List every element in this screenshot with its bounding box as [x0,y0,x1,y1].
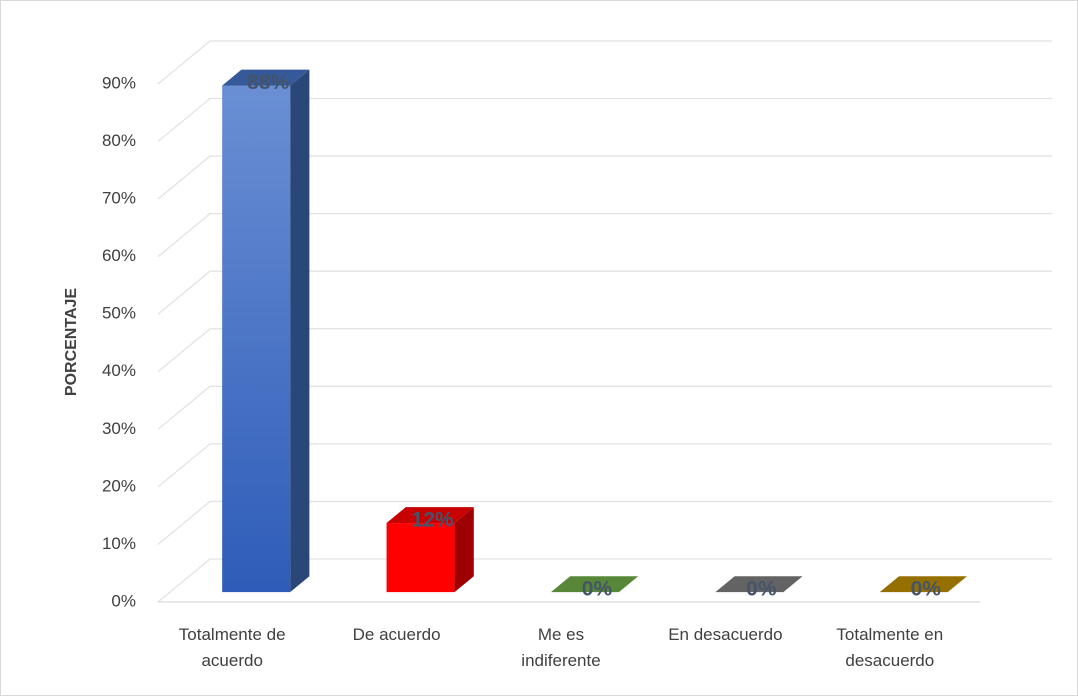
bar-top [386,507,474,524]
data-label: 0% [582,578,613,601]
y-tick-label: 40% [102,361,136,380]
grid-line [157,212,1052,258]
y-tick-label: 70% [102,189,136,208]
y-tick-label: 60% [102,246,136,265]
y-tick-label: 30% [102,419,136,438]
y-axis-label: PORCENTAJE [63,288,80,396]
x-tick-label: Me es indiferente [521,625,601,670]
data-label: 88% [247,71,289,94]
grid-line [157,443,1052,488]
x-tick-label: Totalmente de acuerdo [178,625,286,670]
bar [550,576,639,593]
x-tick-label: Totalmente en desacuerdo [836,625,944,670]
bar-top [222,69,310,86]
x-tick-label: De acuerdo [352,625,441,644]
grid-line [157,155,1052,200]
bar [879,576,967,593]
data-label: 12% [412,509,454,532]
bar-top [879,576,967,593]
grid-line [157,97,1052,143]
grid-line [157,328,1052,373]
grid-line [157,385,1052,430]
data-label: 0% [746,578,777,601]
bar-top [550,576,639,593]
bar-front [222,85,291,593]
grid-line [157,270,1052,315]
bar-top [715,576,803,593]
y-tick-label: 20% [102,476,136,495]
grid-line [157,40,1052,85]
bar [222,69,310,593]
y-tick-label: 10% [102,534,136,553]
bar-front [386,523,455,593]
bar-side [454,507,474,593]
bar-side [290,69,310,593]
x-tick-label: En desacuerdo [668,625,783,644]
y-tick-label: 90% [102,73,136,92]
y-tick-label: 50% [102,304,136,323]
grid-line [157,500,1052,545]
y-tick-label: 0% [111,591,136,610]
data-label: 0% [911,578,942,601]
grid-line [157,558,1052,603]
bar [715,576,803,593]
y-tick-label: 80% [102,131,136,150]
bar [386,507,474,593]
